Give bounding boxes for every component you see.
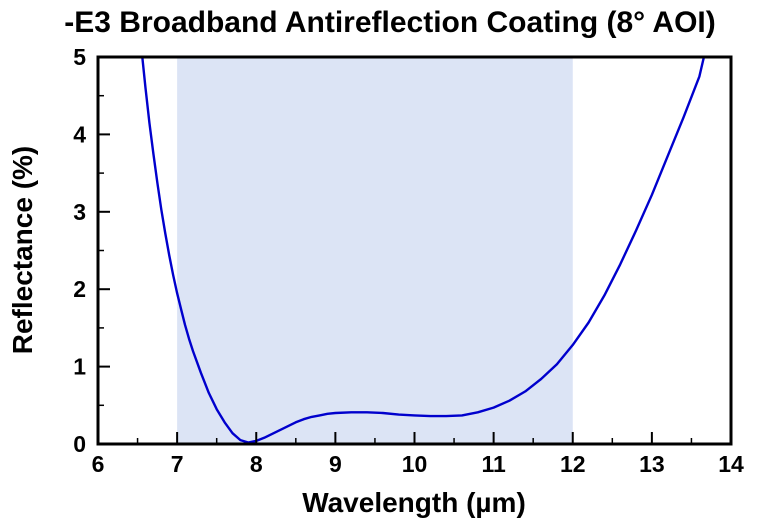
design-wavelength-band — [177, 57, 573, 444]
x-tick-label: 7 — [171, 451, 184, 477]
y-tick-label: 5 — [73, 44, 86, 70]
reflectance-curve — [141, 57, 706, 444]
x-tick-label: 8 — [250, 451, 263, 477]
y-tick-label: 2 — [73, 276, 86, 302]
y-tick-label: 3 — [73, 199, 86, 225]
x-axis-label: Wavelength (µm) — [302, 487, 526, 518]
x-tick-label: 12 — [560, 451, 586, 477]
y-tick-label: 4 — [73, 121, 86, 147]
y-axis-label: Reflectance (%) — [7, 146, 38, 355]
x-tick-label: 10 — [402, 451, 428, 477]
x-tick-label: 6 — [92, 451, 105, 477]
x-tick-label: 11 — [481, 451, 506, 477]
plot-frame — [96, 55, 733, 446]
x-tick-label: 9 — [329, 451, 342, 477]
y-tick-label: 0 — [73, 431, 86, 457]
y-tick-label: 1 — [73, 354, 86, 380]
x-tick-label: 14 — [718, 451, 744, 477]
chart-title: -E3 Broadband Antireflection Coating (8°… — [64, 6, 715, 39]
x-tick-label: 13 — [639, 451, 665, 477]
